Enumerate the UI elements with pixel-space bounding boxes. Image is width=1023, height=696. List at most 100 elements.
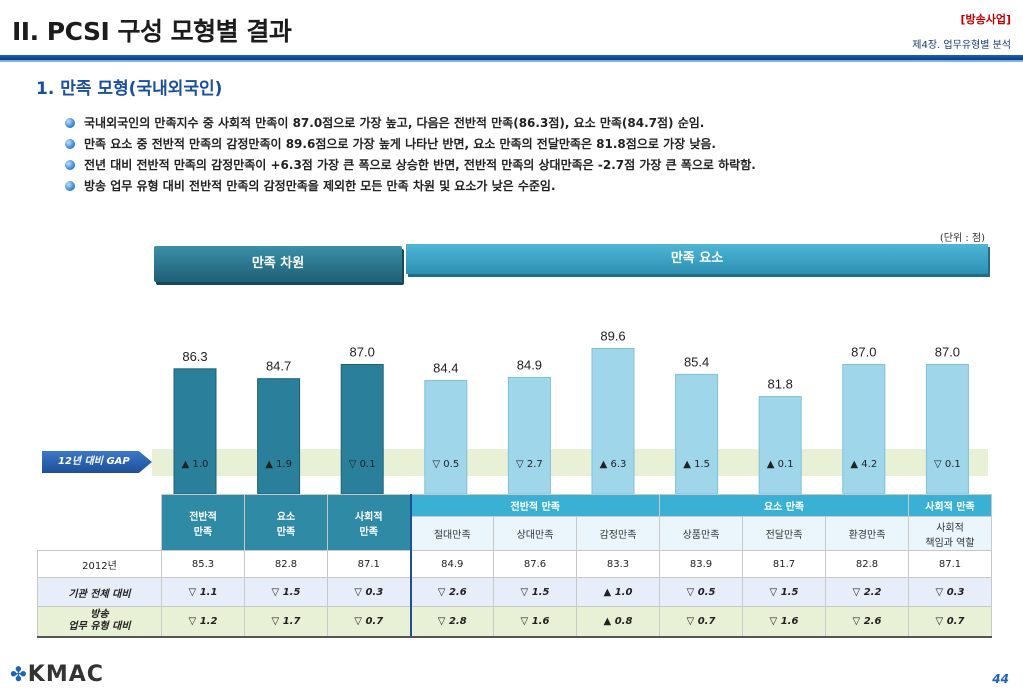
bar-value-label: 84.9 xyxy=(517,357,542,372)
table-cell: 84.9 xyxy=(409,550,494,578)
gap-value: ▲ 6.3 xyxy=(600,459,627,470)
bullet-item: 전년 대비 전반적 만족의 감정만족이 +6.3점 가장 큰 폭으로 상승한 반… xyxy=(62,156,756,177)
bar-value-label: 84.7 xyxy=(266,359,291,374)
logo-text: KMAC xyxy=(27,662,104,687)
table-subheader: 상대만족 xyxy=(493,516,577,551)
table-header-group: 요소 만족 xyxy=(659,494,909,517)
bullet-text: 전년 대비 전반적 만족의 감정만족이 +6.3점 가장 큰 폭으로 상승한 반… xyxy=(84,158,756,172)
bullet-item: 만족 요소 중 전반적 만족의 감정만족이 89.6점으로 가장 높게 나타난 … xyxy=(62,135,756,156)
bar-value-label: 81.8 xyxy=(768,377,793,392)
table-cell: ▽ 0.7 xyxy=(908,606,992,638)
bullet-dot-icon xyxy=(65,118,75,128)
table-cell: ▽ 1.6 xyxy=(493,606,577,638)
bullet-dot-icon xyxy=(65,181,75,191)
table-header-dim: 사회적 만족 xyxy=(327,494,411,551)
bar-value-label: 86.3 xyxy=(182,349,207,364)
table-cell: ▽ 0.7 xyxy=(327,606,411,638)
bar-value-label: 87.0 xyxy=(935,345,960,360)
table-cell: 87.1 xyxy=(327,550,411,578)
table-subheader: 사회적 책임과 역할 xyxy=(908,516,992,551)
bar-9 xyxy=(842,364,886,495)
table-cell: ▽ 2.2 xyxy=(825,577,909,607)
table-cell: ▽ 1.2 xyxy=(161,606,245,638)
table-cell: 83.3 xyxy=(576,550,660,578)
table-header-dim: 전반적 만족 xyxy=(161,494,245,551)
table-cell: ▽ 0.3 xyxy=(908,577,992,607)
bullet-list: 국내외국인의 만족지수 중 사회적 만족이 87.0점으로 가장 높고, 다음은… xyxy=(62,114,756,198)
table-subheader: 절대만족 xyxy=(409,516,494,551)
gap-value: ▲ 0.1 xyxy=(767,459,794,470)
header-rule xyxy=(0,55,1023,60)
gap-value: ▽ 2.7 xyxy=(516,459,543,470)
table-subheader: 감정만족 xyxy=(576,516,660,551)
gap-value: ▲ 1.5 xyxy=(683,459,710,470)
bar-2 xyxy=(257,378,301,495)
bar-chart: 86.3 ▲ 1.0 84.7 ▲ 1.9 87.0 ▽ 0.1 84.4 ▽ 0.5 84.9… xyxy=(173,328,969,495)
table-cell: 83.9 xyxy=(659,550,743,578)
bar-4 xyxy=(424,380,468,495)
unit-label: (단위 : 점) xyxy=(939,233,985,244)
table-cell: 87.6 xyxy=(493,550,577,578)
bullet-dot-icon xyxy=(65,139,75,149)
table-row: 2012년 85.3 82.8 87.1 84.9 87.6 83.3 83.9… xyxy=(37,550,992,578)
page-number: 44 xyxy=(992,672,1009,686)
table-cell: ▽ 1.5 xyxy=(742,577,826,607)
table-cell: ▽ 0.3 xyxy=(327,577,411,607)
chapter-label: 제4장. 업무유형별 분석 xyxy=(912,40,1011,51)
table-cell: ▽ 2.6 xyxy=(825,606,909,638)
table-corner xyxy=(37,494,162,551)
table-header-dim: 요소 만족 xyxy=(244,494,328,551)
table-subheader: 상품만족 xyxy=(659,516,743,551)
table-cell: 82.8 xyxy=(825,550,909,578)
table-cell: ▽ 1.5 xyxy=(244,577,328,607)
table-cell: 87.1 xyxy=(908,550,992,578)
table-cell: ▽ 2.6 xyxy=(409,577,494,607)
data-table: 전반적 만족 요소 만족 사회적 만족 전반적 만족 요소 만족 사회적 만족 … xyxy=(37,494,992,638)
bar-1 xyxy=(173,368,217,495)
bullet-text: 국내외국인의 만족지수 중 사회적 만족이 87.0점으로 가장 높고, 다음은… xyxy=(84,116,705,130)
element-banner: 만족 요소 xyxy=(406,244,988,274)
bullet-item: 방송 업무 유형 대비 전반적 만족의 감정만족을 제외한 모든 만족 차원 및… xyxy=(62,177,756,198)
gap-value: ▽ 0.1 xyxy=(934,459,961,470)
table-header-group: 사회적 만족 xyxy=(908,494,992,517)
gap-value: ▲ 1.9 xyxy=(265,459,292,470)
bar-3 xyxy=(340,364,384,495)
row-label: 기관 전체 대비 xyxy=(37,577,162,607)
bullet-item: 국내외국인의 만족지수 중 사회적 만족이 87.0점으로 가장 높고, 다음은… xyxy=(62,114,756,135)
table-row: 기관 전체 대비 ▽ 1.1 ▽ 1.5 ▽ 0.3 ▽ 2.6 ▽ 1.5 ▲… xyxy=(37,577,992,607)
gap-value: ▽ 0.1 xyxy=(349,459,376,470)
gap-value: ▲ 4.2 xyxy=(850,459,877,470)
logo-mark-icon: ✤ xyxy=(10,662,28,686)
table-cell: ▽ 0.7 xyxy=(659,606,743,638)
table-cell: ▲ 0.8 xyxy=(576,606,660,638)
bar-10 xyxy=(925,364,969,495)
gap-value: ▲ 1.0 xyxy=(182,459,209,470)
table-cell: ▽ 1.1 xyxy=(161,577,245,607)
bar-8 xyxy=(758,396,802,495)
bar-value-label: 89.6 xyxy=(600,328,625,343)
table-header-group: 전반적 만족 xyxy=(409,494,660,517)
kmac-logo: ✤KMAC xyxy=(10,662,104,687)
header-tag: [방송사업] xyxy=(960,13,1011,26)
table-cell: 81.7 xyxy=(742,550,826,578)
dimension-banner: 만족 차원 xyxy=(154,246,402,282)
table-cell: 85.3 xyxy=(161,550,245,578)
bar-value-label: 87.0 xyxy=(851,345,876,360)
bullet-text: 만족 요소 중 전반적 만족의 감정만족이 89.6점으로 가장 높게 나타난 … xyxy=(84,137,716,151)
table-cell: ▽ 1.6 xyxy=(742,606,826,638)
table-cell: ▽ 2.8 xyxy=(409,606,494,638)
table-cell: ▽ 1.5 xyxy=(493,577,577,607)
section-title: 1. 만족 모형(국내외국인) xyxy=(36,79,223,99)
bar-7 xyxy=(675,373,719,495)
table-cell: ▽ 1.7 xyxy=(244,606,328,638)
bar-6 xyxy=(591,347,635,495)
table-cell: ▲ 1.0 xyxy=(576,577,660,607)
table-cell: 82.8 xyxy=(244,550,328,578)
bar-5 xyxy=(507,376,551,495)
row-label: 방송 업무 유형 대비 xyxy=(37,606,162,638)
table-subheader: 환경만족 xyxy=(825,516,909,551)
table-cell: ▽ 0.5 xyxy=(659,577,743,607)
bar-value-label: 84.4 xyxy=(433,361,458,376)
gap-label: 12년 대비 GAP xyxy=(42,451,152,473)
gap-value: ▽ 0.5 xyxy=(432,459,459,470)
